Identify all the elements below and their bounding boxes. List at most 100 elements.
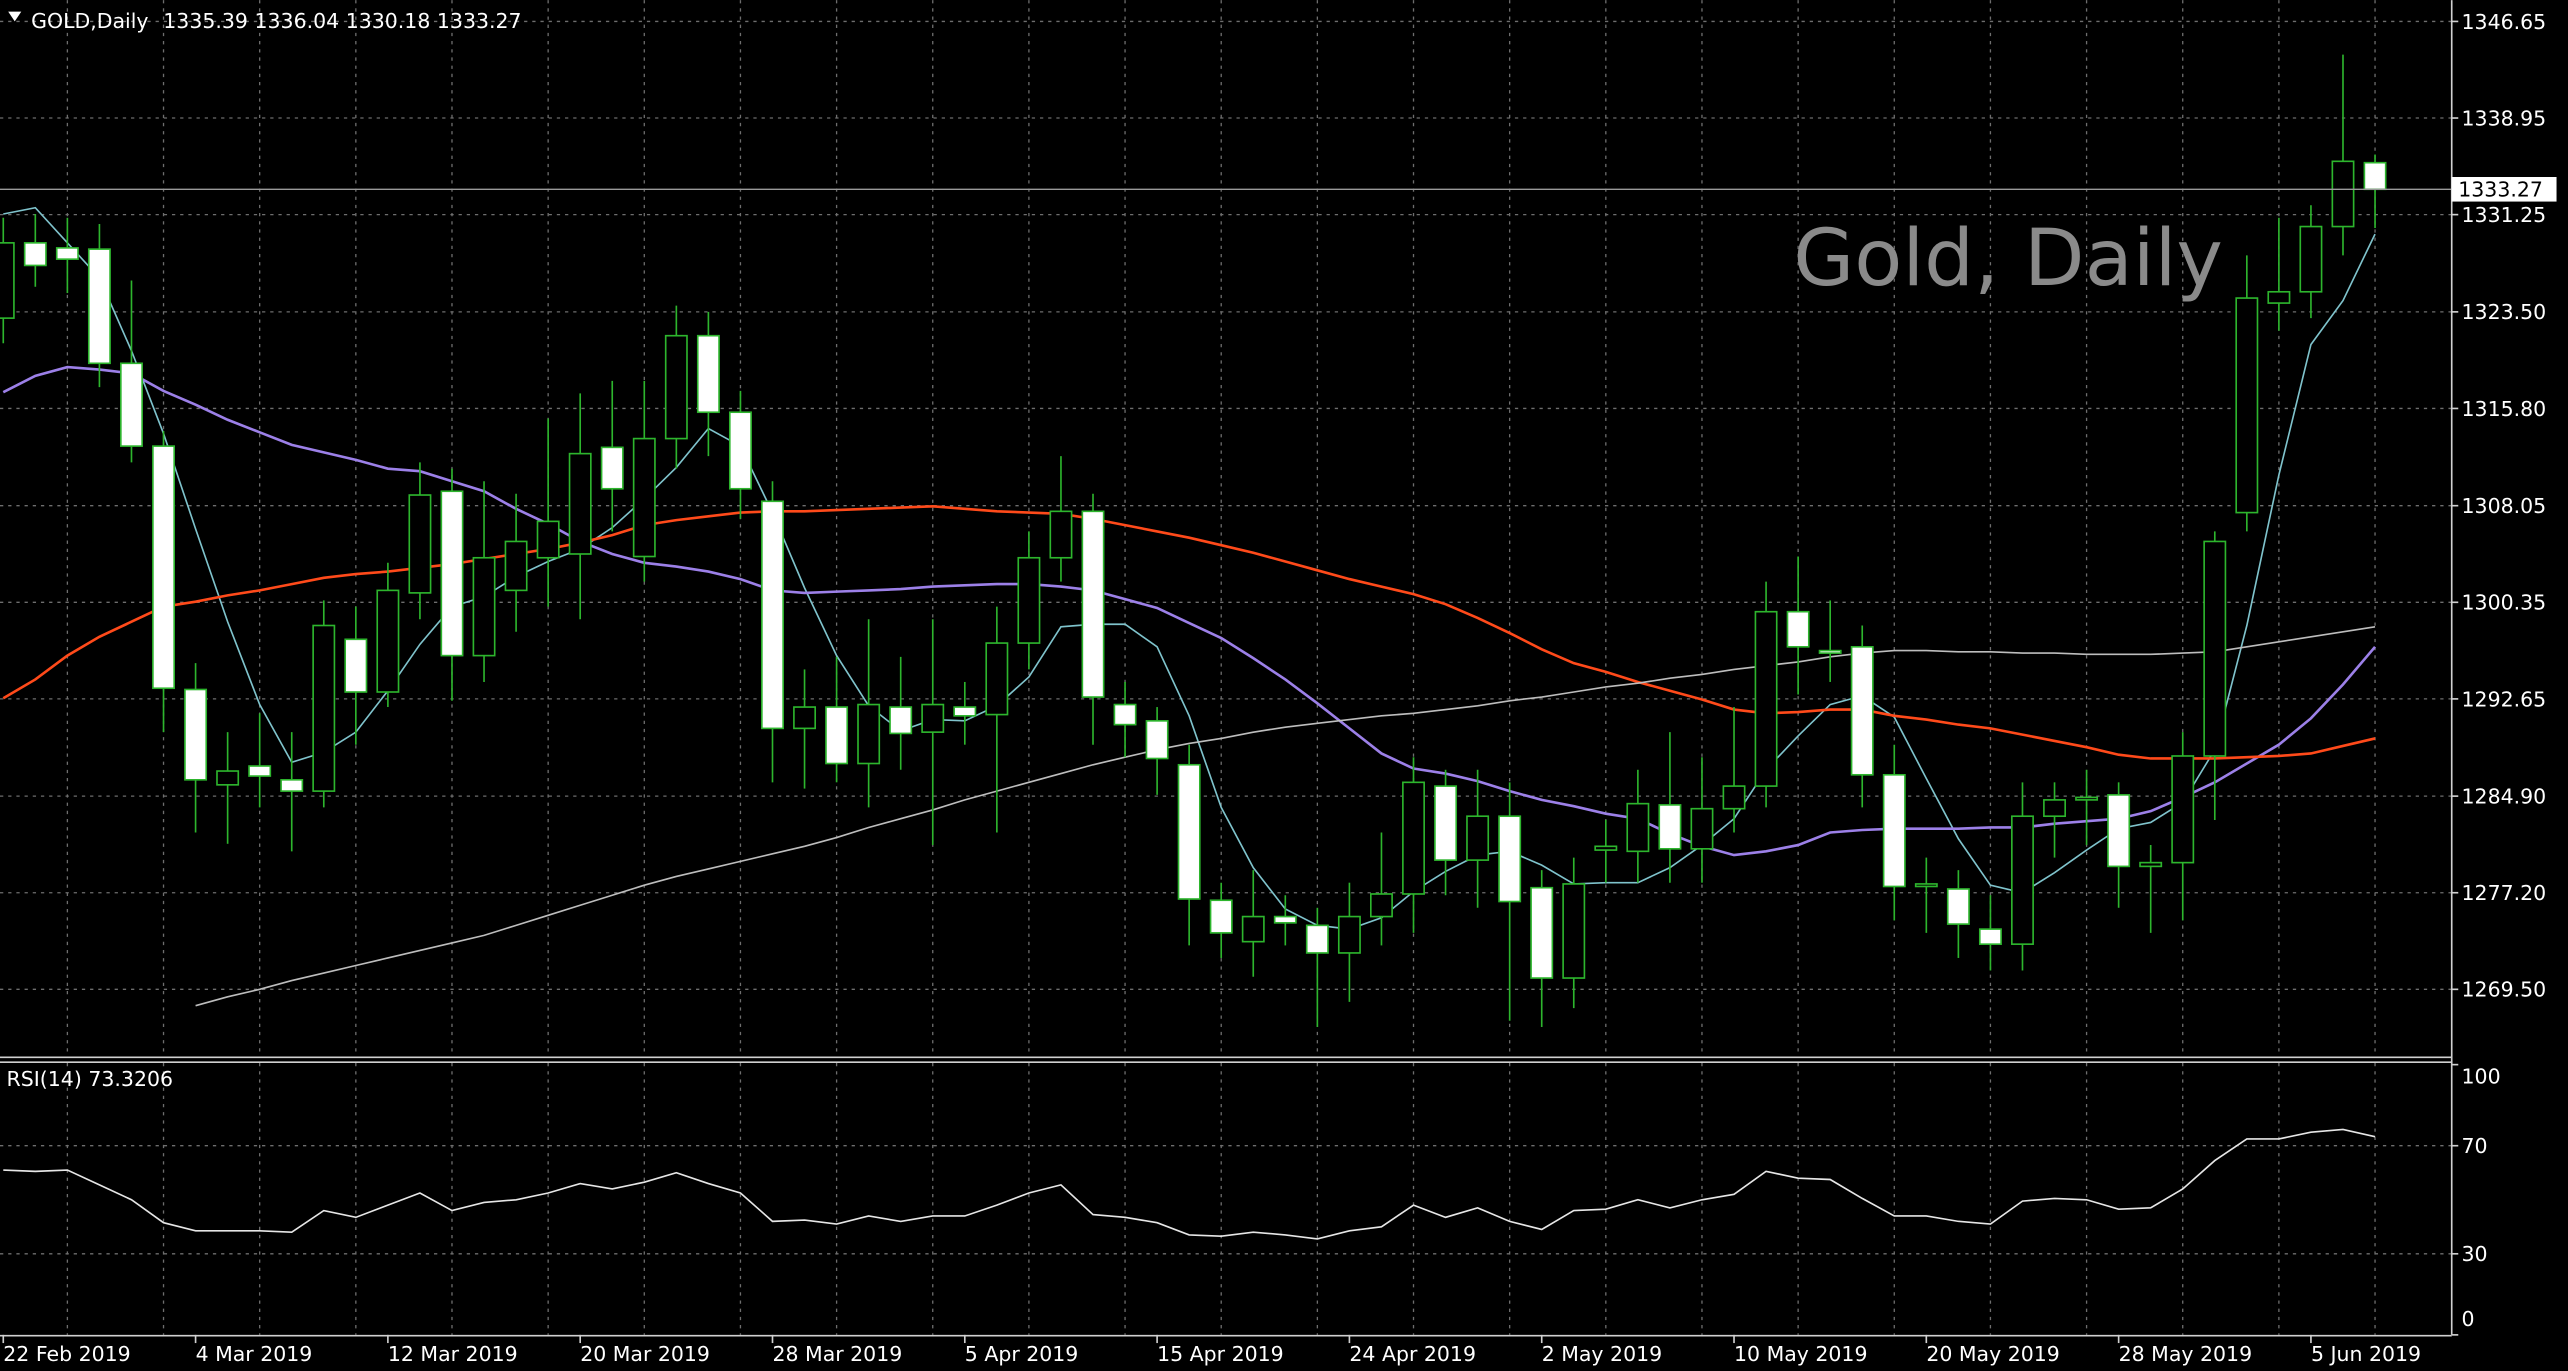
y-tick-label: 1331.25 xyxy=(2462,203,2547,227)
candle-body xyxy=(2299,225,2323,293)
x-tick-label: 28 May 2019 xyxy=(2119,1342,2252,1366)
candle-body xyxy=(1402,781,1425,895)
candle-body xyxy=(2235,297,2259,514)
candle-body xyxy=(825,706,849,765)
candle-body xyxy=(1241,915,1265,943)
candle-body xyxy=(2043,799,2066,818)
candle-body xyxy=(1337,915,1361,954)
moving-average-line xyxy=(2,505,2376,760)
candle-body xyxy=(87,248,111,365)
x-tick-label: 20 Mar 2019 xyxy=(580,1342,710,1366)
symbol: GOLD,Daily xyxy=(31,9,148,33)
candle-body xyxy=(2107,794,2131,868)
candle-body xyxy=(2171,755,2195,864)
y-tick-label: 1300.35 xyxy=(2462,591,2547,615)
y-tick-label: 1277.20 xyxy=(2462,881,2547,905)
moving-average-line xyxy=(2,365,2377,857)
candle-body xyxy=(1273,915,1297,924)
candle-body xyxy=(2203,540,2227,757)
candle-body xyxy=(120,362,143,447)
y-tick-label: 1346.65 xyxy=(2462,10,2547,34)
candle-body xyxy=(2331,160,2355,228)
y-tick-label: 1338.95 xyxy=(2462,106,2547,130)
collapse-icon xyxy=(8,11,22,22)
candle-body xyxy=(1305,924,1329,954)
candle-body xyxy=(1850,646,1874,776)
candle-body xyxy=(1978,928,2002,945)
candle-body xyxy=(696,334,720,414)
x-tick-label: 15 Apr 2019 xyxy=(1157,1342,1284,1366)
candle-body xyxy=(793,706,817,730)
candle-body xyxy=(408,494,432,594)
y-tick-label: 1292.65 xyxy=(2462,687,2547,711)
rsi-header: RSI(14) 73.3206 xyxy=(7,1067,173,1091)
candle-body xyxy=(728,411,752,490)
candle-body xyxy=(55,247,79,260)
candle-body xyxy=(1369,893,1393,918)
current-price-tag xyxy=(2451,177,2557,202)
candle-body xyxy=(1818,649,1842,654)
y-tick-label: 100 xyxy=(2462,1064,2501,1088)
candle-body xyxy=(1914,883,1938,888)
candle-body xyxy=(472,556,496,657)
x-tick-label: 5 Apr 2019 xyxy=(965,1342,1079,1366)
y-tick-label: 30 xyxy=(2462,1242,2488,1266)
candle-body xyxy=(1209,899,1233,934)
candle-body xyxy=(1786,610,1810,648)
candle-body xyxy=(23,242,47,267)
candle-body xyxy=(921,703,945,733)
x-tick-label: 12 Mar 2019 xyxy=(388,1342,518,1366)
candle-body xyxy=(953,706,977,717)
candle-body xyxy=(2267,290,2291,304)
candle-body xyxy=(1498,815,1522,903)
x-tick-label: 5 Jun 2019 xyxy=(2311,1342,2421,1366)
candle-body xyxy=(344,638,368,693)
candle-body xyxy=(1626,802,1650,853)
candle-body xyxy=(632,437,656,558)
candle-body xyxy=(280,778,304,792)
y-tick-label: 1308.05 xyxy=(2462,494,2547,518)
x-tick-label: 22 Feb 2019 xyxy=(3,1342,130,1366)
header-low: 1330.18 xyxy=(346,9,431,33)
candle-body xyxy=(152,445,175,690)
candle-body xyxy=(2363,161,2387,191)
moving-average-line xyxy=(195,625,2376,1007)
candle-body xyxy=(1049,510,1073,559)
candle-body xyxy=(1017,556,1041,644)
y-tick-label: 0 xyxy=(2462,1307,2475,1331)
symbol-header: GOLD,Daily 1335.39 1336.04 1330.18 1333.27 xyxy=(31,9,521,33)
candle-body xyxy=(568,452,592,555)
candle-body xyxy=(1690,807,1714,850)
candle-body xyxy=(664,334,688,440)
y-tick-label: 1269.50 xyxy=(2462,978,2547,1002)
candle-body xyxy=(600,446,624,490)
candle-body xyxy=(889,706,913,735)
candle-body xyxy=(761,500,784,730)
candle-body xyxy=(248,765,272,777)
candle-body xyxy=(1722,785,1746,810)
rsi-line xyxy=(3,1128,2376,1240)
candle-body xyxy=(985,642,1009,716)
candle-body xyxy=(2011,815,2034,945)
candle-body xyxy=(504,540,528,592)
candle-body xyxy=(857,703,881,765)
rsi-title: RSI(14) xyxy=(7,1067,82,1091)
candle-body xyxy=(216,770,240,786)
y-tick-label: 1284.90 xyxy=(2462,784,2547,808)
candle-body xyxy=(1754,610,1778,787)
x-tick-label: 20 May 2019 xyxy=(1926,1342,2059,1366)
candle-body xyxy=(1466,815,1490,861)
candle-body xyxy=(1113,703,1137,726)
candle-body xyxy=(440,490,464,657)
rsi-value: 73.3206 xyxy=(88,1067,173,1091)
candle-body xyxy=(2075,796,2099,801)
header-open: 1335.39 xyxy=(163,9,248,33)
candle-body xyxy=(0,242,15,319)
candle-body xyxy=(1530,886,1554,979)
x-tick-label: 10 May 2019 xyxy=(1734,1342,1867,1366)
y-tick-label: 1315.80 xyxy=(2462,397,2547,421)
candle-body xyxy=(1658,804,1682,850)
candle-body xyxy=(1177,763,1201,900)
candle-body xyxy=(1081,510,1105,698)
